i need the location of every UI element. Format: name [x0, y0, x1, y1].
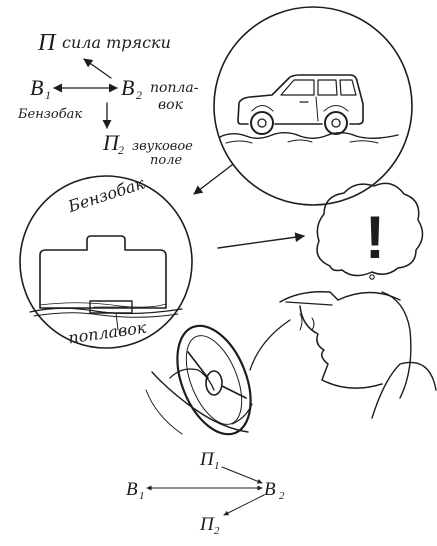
top-b1-letter: B: [30, 75, 43, 100]
top-p2-letter: П: [102, 130, 120, 155]
bottom-b1-letter: B: [126, 479, 138, 500]
road-texture: [225, 139, 379, 144]
bottom-b2-sub: 2: [279, 490, 285, 502]
float-icon: [89, 300, 133, 314]
car-icon: [237, 74, 364, 135]
top-b1-sub: 1: [45, 88, 51, 102]
thought-dot-1: [369, 274, 375, 280]
float-pointer-line: [115, 312, 119, 331]
road-line: [219, 132, 399, 139]
bottom-b1-sub: 1: [139, 490, 145, 502]
top-scheme: П сила тряски B 1 Бензобак B 2 попла- во…: [17, 30, 199, 168]
bottom-p1-sub: 1: [214, 460, 220, 472]
top-b1-label: Бензобак: [17, 107, 82, 122]
top-p-letter: П: [37, 30, 57, 56]
tank-circle-outline: [19, 175, 193, 349]
thought-bubble: !: [316, 182, 424, 280]
bottom-p2-letter: П: [199, 514, 215, 535]
bottom-p2-sub: 2: [214, 525, 220, 537]
top-b2-sub: 2: [136, 88, 142, 102]
arrow-b2-to-p: [83, 58, 112, 79]
tank-circle: Бензобак поплавок: [19, 173, 193, 349]
fuel-tank-icon: [29, 235, 183, 318]
arrow-car-to-tank: [193, 164, 233, 195]
top-p2-sub: 2: [118, 143, 124, 157]
top-b2-letter: B: [121, 75, 134, 100]
exclamation-mark: !: [365, 204, 385, 271]
top-p2-label-line1: звуковое: [132, 139, 193, 154]
top-b2-label-line2: вок: [158, 97, 184, 113]
top-p2-label-line2: поле: [150, 153, 182, 168]
top-p-label: сила тряски: [62, 33, 171, 52]
driver-figure: [249, 290, 437, 419]
thought-cloud: [316, 182, 424, 277]
bottom-scheme: П 1 B 1 B 2 П 2: [126, 449, 285, 537]
arrow-p1-to-b2: [221, 466, 263, 484]
bottom-p1-letter: П: [199, 449, 215, 470]
tank-title: Бензобак: [65, 173, 147, 216]
top-b2-label-line1: попла-: [150, 80, 199, 96]
arrow-b2-to-p2: [223, 494, 265, 516]
steering-wheel-icon: [145, 324, 253, 436]
car-circle-outline: [213, 6, 413, 206]
bottom-b2-letter: B: [264, 479, 276, 500]
car-circle: [213, 6, 413, 206]
arrow-tank-to-thought: [217, 232, 305, 249]
